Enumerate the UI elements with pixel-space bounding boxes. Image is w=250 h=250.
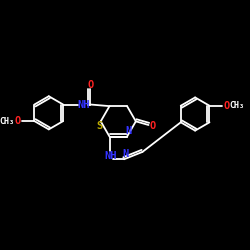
Text: NH: NH <box>77 100 90 110</box>
Text: N: N <box>125 126 131 136</box>
Text: N: N <box>122 149 128 159</box>
Text: O: O <box>87 80 94 90</box>
Text: NH: NH <box>104 150 117 160</box>
Text: S: S <box>96 121 103 131</box>
Text: CH₃: CH₃ <box>0 116 14 126</box>
Text: O: O <box>223 101 230 111</box>
Text: O: O <box>14 116 21 126</box>
Text: O: O <box>150 121 156 131</box>
Text: CH₃: CH₃ <box>230 101 245 110</box>
